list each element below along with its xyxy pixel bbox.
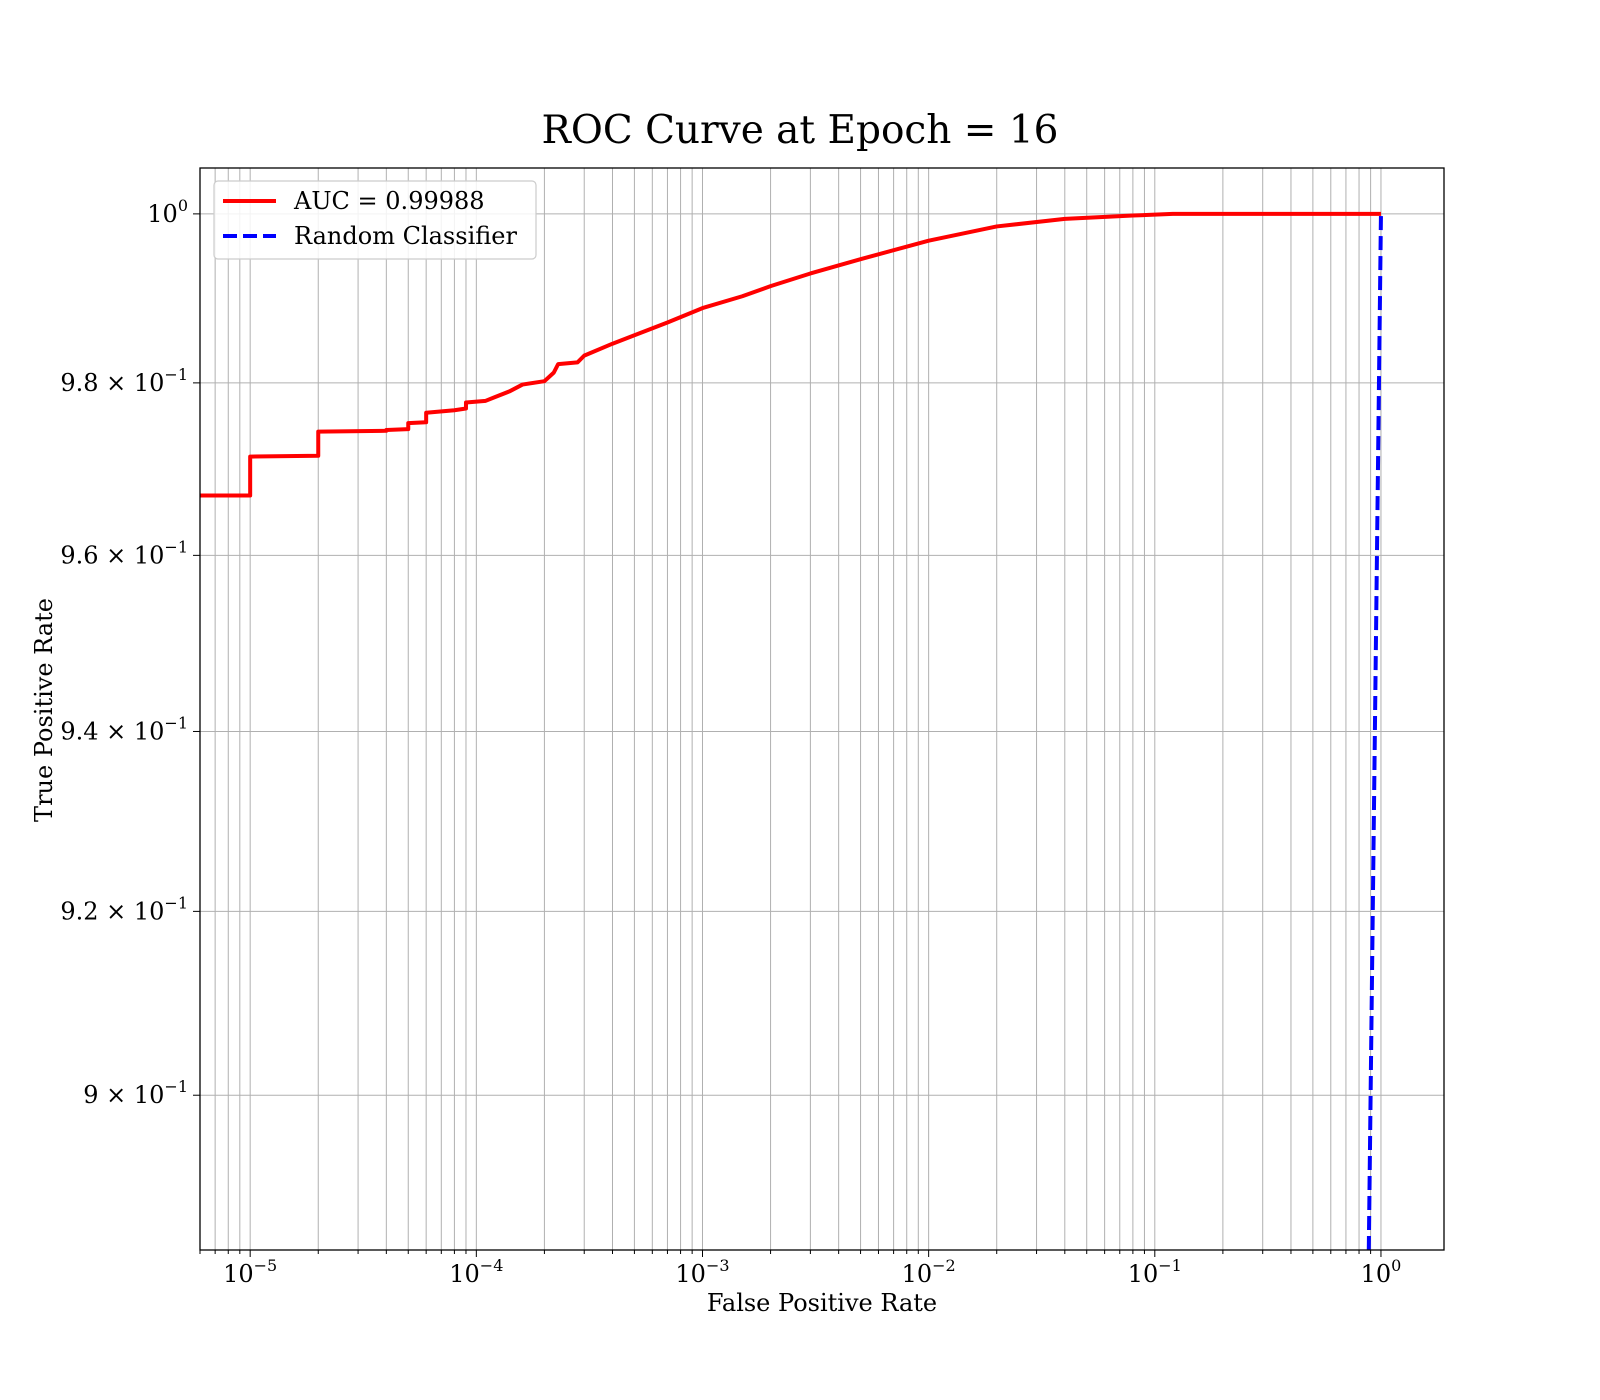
x-tick-label: 10−1: [1128, 1256, 1182, 1288]
grid-lines: [199, 168, 1444, 1250]
y-tick-label: 9.6 × 10−1: [60, 537, 188, 569]
legend-label-random-classifier: Random Classifier: [294, 222, 517, 250]
x-tick-label: 100: [1361, 1256, 1402, 1288]
series-line-roc-curve: [200, 211, 1381, 498]
x-axis-ticks: 10−5 10−4 10−3 10−2 10−1 100: [199, 1250, 1402, 1288]
plot-series: [200, 211, 1383, 1251]
y-axis-ticks: 100 9.8 × 10−1 9.6 × 10−1 9.4 × 10−1 9.2 × 1…: [60, 196, 200, 1109]
legend-box: [213, 180, 537, 260]
plot-frame: [199, 167, 1445, 1251]
x-tick-label: 10−5: [223, 1256, 277, 1288]
legend-label-auc: AUC = 0.99988: [293, 187, 485, 215]
y-tick-label: 9.8 × 10−1: [60, 365, 188, 397]
y-tick-label: 9.2 × 10−1: [60, 893, 188, 925]
legend: AUC = 0.99988 Random Classifier: [213, 180, 537, 260]
y-tick-label: 9.4 × 10−1: [60, 713, 188, 745]
y-axis-label: True Positive Rate: [30, 598, 58, 822]
y-tick-label: 9 × 10−1: [83, 1077, 188, 1109]
chart-title: ROC Curve at Epoch = 16: [542, 108, 1059, 153]
x-axis-label: False Positive Rate: [707, 1289, 937, 1317]
x-tick-label: 10−3: [675, 1256, 729, 1288]
x-tick-label: 10−2: [902, 1256, 956, 1288]
x-tick-label: 10−4: [449, 1256, 503, 1288]
series-line-random-classifier: [1366, 213, 1383, 1251]
y-tick-label: 100: [147, 196, 188, 228]
